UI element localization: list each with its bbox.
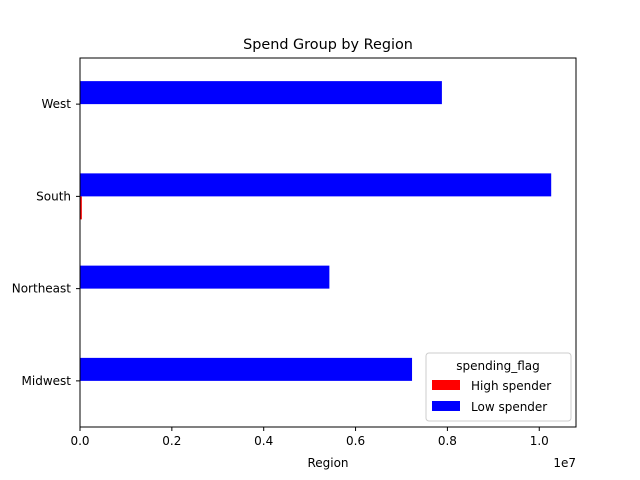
x-tick-label: 1.0 [530, 434, 549, 448]
legend: spending_flag High spender Low spender [425, 352, 572, 422]
bar-low-spender-south [80, 173, 552, 197]
legend-box [425, 352, 572, 422]
bar-low-spender-midwest [80, 357, 413, 381]
y-tick-label: South [36, 189, 71, 203]
legend-swatch-low-spender [432, 401, 460, 411]
x-axis-label: Region [307, 456, 348, 470]
bar-high-spender-south [80, 196, 82, 220]
x-tick-label: 0.0 [70, 434, 89, 448]
legend-swatch-high-spender [432, 380, 460, 390]
y-tick-label: Northeast [12, 282, 72, 296]
x-tick-label: 0.6 [346, 434, 365, 448]
legend-label: Low spender [471, 400, 547, 414]
bar-low-spender-northeast [80, 265, 330, 289]
bars-layer [80, 81, 552, 381]
x-tick-label: 0.8 [438, 434, 457, 448]
legend-label: High spender [471, 379, 551, 393]
y-axis: Midwest Northeast South West [12, 97, 80, 388]
bar-low-spender-west [80, 81, 442, 105]
x-tick-label: 0.2 [162, 434, 181, 448]
y-tick-label: West [41, 97, 71, 111]
plot-frame [79, 57, 577, 428]
x-tick-label: 0.4 [254, 434, 273, 448]
legend-title: spending_flag [456, 359, 540, 373]
x-axis-offset-text: 1e7 [553, 456, 576, 470]
chart-title: Spend Group by Region [243, 37, 413, 53]
x-axis: 0.0 0.2 0.4 0.6 0.8 1.0 [70, 427, 549, 448]
y-tick-label: Midwest [22, 374, 72, 388]
